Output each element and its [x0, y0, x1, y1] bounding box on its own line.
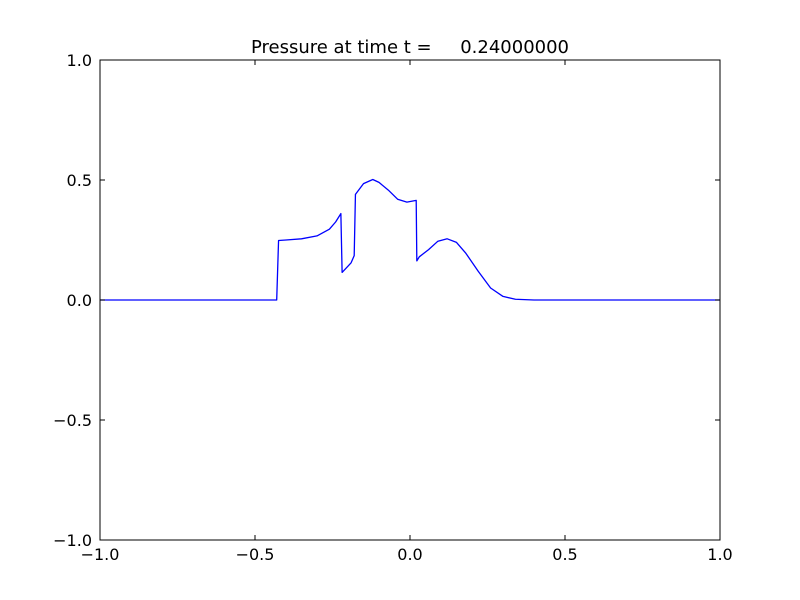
- pressure-series-line: [100, 178, 720, 301]
- x-tick-label: 1.0: [707, 545, 732, 564]
- y-tick-label: 0.5: [67, 171, 92, 190]
- x-tick-label: 0.0: [397, 545, 422, 564]
- y-tick-label: −0.5: [53, 411, 92, 430]
- y-tick-label: 0.0: [67, 291, 92, 310]
- plot-area: [100, 178, 720, 301]
- x-tick-label: −0.5: [236, 545, 275, 564]
- y-tick-label: −1.0: [53, 531, 92, 550]
- chart-title: Pressure at time t = 0.24000000: [251, 37, 569, 58]
- x-tick-label: −1.0: [81, 545, 120, 564]
- x-tick-label: 0.5: [552, 545, 577, 564]
- axes-frame: [99, 59, 721, 541]
- y-tick-label: 1.0: [67, 51, 92, 70]
- tick-labels: −1.0 −0.5 0.0 0.5 1.0 −1.0 −0.5 0.0 0.5 1.0: [53, 51, 733, 564]
